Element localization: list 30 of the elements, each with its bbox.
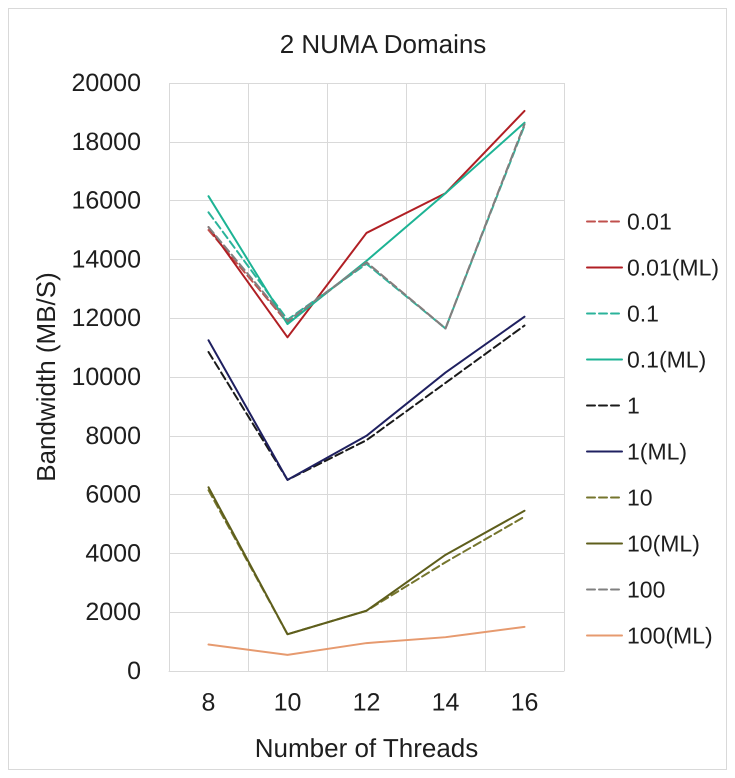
legend-label: 10(ML) [627,530,700,556]
y-tick-label: 18000 [71,128,141,156]
line-series [208,626,526,656]
y-tick-label: 20000 [71,69,141,97]
y-tick-label: 16000 [71,186,141,215]
x-axis-title: Number of Threads [254,733,478,763]
legend-label: 10 [627,484,653,510]
legend-label: 0.1(ML) [627,346,706,372]
x-tick-label: 12 [352,688,380,716]
legend-label: 0.1 [627,300,659,326]
y-tick-label: 6000 [85,480,141,509]
x-tick-label: 8 [202,688,216,716]
chart-title: 2 NUMA Domains [280,29,486,59]
x-tick-label: 10 [274,688,302,716]
legend-label: 100 [627,576,666,602]
y-tick-label: 2000 [85,598,141,626]
legend-label: 0.01(ML) [627,254,720,280]
x-tick-label: 16 [510,688,538,716]
y-tick-label: 14000 [71,245,141,274]
y-tick-label: 8000 [85,422,141,450]
legend-label: 100(ML) [627,622,713,648]
legend-label: 0.01 [627,208,672,234]
y-tick-label: 0 [127,657,141,685]
y-tick-label: 10000 [71,363,141,391]
y-tick-label: 12000 [71,304,141,332]
legend-label: 1(ML) [627,438,688,464]
y-tick-label: 4000 [85,539,141,568]
legend-label: 1 [627,392,640,418]
y-axis-title: Bandwidth (MB/S) [31,272,61,482]
x-tick-label: 14 [432,688,460,716]
